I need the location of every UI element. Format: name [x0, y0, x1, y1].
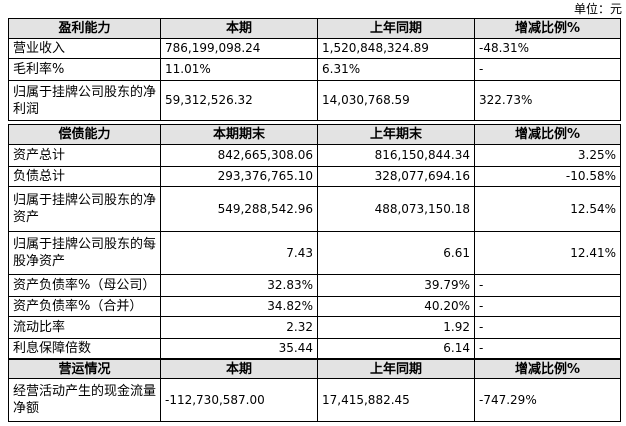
value-cell: -747.29% — [474, 378, 621, 422]
header-cell: 增减比例% — [474, 18, 621, 39]
value-cell: 34.82% — [160, 296, 318, 317]
data-row: 经营活动产生的现金流量净额 -112,730,587.00 17,415,882.4… — [8, 378, 621, 422]
data-row: 资产总计 842,665,308.06 816,150,844.34 3.25% — [8, 144, 621, 167]
row-label: 归属于挂牌公司股东的净利润 — [8, 80, 161, 121]
data-row: 归属于挂牌公司股东的净利润 59,312,526.32 14,030,768.59 3… — [8, 80, 621, 121]
value-cell: 842,665,308.06 — [160, 144, 318, 167]
data-row: 归属于挂牌公司股东的净资产 549,288,542.96 488,073,150.1… — [8, 186, 621, 232]
header-cell: 增减比例% — [474, 359, 621, 379]
value-cell: 293,376,765.10 — [160, 166, 318, 187]
value-cell: - — [474, 296, 621, 317]
data-row: 利息保障倍数 35.44 6.14- — [8, 338, 621, 359]
value-cell: 35.44 — [160, 338, 318, 359]
section-table: 盈利能力 本期 上年同期 增减比例% 营业收入 786,199,098.24 1,520,8… — [8, 18, 621, 121]
data-row: 负债总计 293,376,765.10 328,077,694.16 -10.58% — [8, 166, 621, 187]
value-cell: - — [474, 58, 621, 81]
value-cell: -10.58% — [474, 166, 621, 187]
value-cell: 17,415,882.45 — [317, 378, 475, 422]
header-cell: 本期 — [160, 359, 318, 379]
row-label: 归属于挂牌公司股东的每股净资产 — [8, 231, 161, 275]
header-cell: 本期 — [160, 18, 318, 39]
header-row: 营运情况 本期 上年同期 增减比例% — [8, 359, 621, 379]
value-cell: 2.32 — [160, 316, 318, 339]
value-cell: 39.79% — [317, 274, 475, 297]
row-label: 利息保障倍数 — [8, 338, 161, 359]
value-cell: 12.54% — [474, 186, 621, 232]
value-cell: 816,150,844.34 — [317, 144, 475, 167]
value-cell: 40.20% — [317, 296, 475, 317]
header-cell: 增减比例% — [474, 124, 621, 145]
data-row: 资产负债率%（合并） 34.82% 40.20% - — [8, 296, 621, 317]
row-label: 负债总计 — [8, 166, 161, 187]
value-cell: 6.61 — [317, 231, 475, 275]
header-row: 盈利能力 本期 上年同期 增减比例% — [8, 18, 621, 39]
header-cell: 本期期末 — [160, 124, 318, 145]
row-label: 资产总计 — [8, 144, 161, 167]
data-row: 流动比率 2.32 1.92- — [8, 316, 621, 339]
section-table: 偿债能力 本期期末 上年期末 增减比例% 资产总计 842,665,308.06 816,1… — [8, 124, 621, 359]
row-label: 营业收入 — [8, 38, 161, 59]
value-cell: - — [474, 316, 621, 339]
data-row: 归属于挂牌公司股东的每股净资产 7.43 6.61 12.41% — [8, 231, 621, 275]
value-cell: 328,077,694.16 — [317, 166, 475, 187]
row-label: 流动比率 — [8, 316, 161, 339]
header-cell: 营运情况 — [8, 359, 161, 379]
value-cell: 1.92 — [317, 316, 475, 339]
header-cell: 上年同期 — [317, 359, 475, 379]
row-label: 资产负债率%（母公司） — [8, 274, 161, 297]
header-row: 偿债能力 本期期末 上年期末 增减比例% — [8, 124, 621, 145]
value-cell: - — [474, 274, 621, 297]
value-cell: 3.25% — [474, 144, 621, 167]
unit-label: 单位：元 — [573, 2, 622, 16]
value-cell: 549,288,542.96 — [160, 186, 318, 232]
header-cell: 上年期末 — [317, 124, 475, 145]
value-cell: 59,312,526.32 — [160, 80, 318, 121]
value-cell: 12.41% — [474, 231, 621, 275]
value-cell: 322.73% — [474, 80, 621, 121]
row-label: 经营活动产生的现金流量净额 — [8, 378, 161, 422]
value-cell: - — [474, 338, 621, 359]
value-cell: 11.01% — [160, 58, 318, 81]
row-label: 毛利率% — [8, 58, 161, 81]
header-cell: 盈利能力 — [8, 18, 161, 39]
data-row: 毛利率% 11.01% 6.31% - — [8, 58, 621, 81]
header-cell: 偿债能力 — [8, 124, 161, 145]
value-cell: 786,199,098.24 — [160, 38, 318, 59]
value-cell: 488,073,150.18 — [317, 186, 475, 232]
value-cell: 7.43 — [160, 231, 318, 275]
header-cell: 上年同期 — [317, 18, 475, 39]
data-row: 资产负债率%（母公司） 32.83% 39.79% - — [8, 274, 621, 297]
value-cell: 1,520,848,324.89 — [317, 38, 475, 59]
value-cell: 32.83% — [160, 274, 318, 297]
section-table: 营运情况 本期 上年同期 增减比例% 经营活动产生的现金流量净额 -112,730,587… — [8, 359, 621, 422]
row-label: 归属于挂牌公司股东的净资产 — [8, 186, 161, 232]
value-cell: 6.31% — [317, 58, 475, 81]
value-cell: -112,730,587.00 — [160, 378, 318, 422]
value-cell: 6.14 — [317, 338, 475, 359]
value-cell: -48.31% — [474, 38, 621, 59]
data-row: 营业收入 786,199,098.24 1,520,848,324.89 -48.31… — [8, 38, 621, 59]
value-cell: 14,030,768.59 — [317, 80, 475, 121]
row-label: 资产负债率%（合并） — [8, 296, 161, 317]
